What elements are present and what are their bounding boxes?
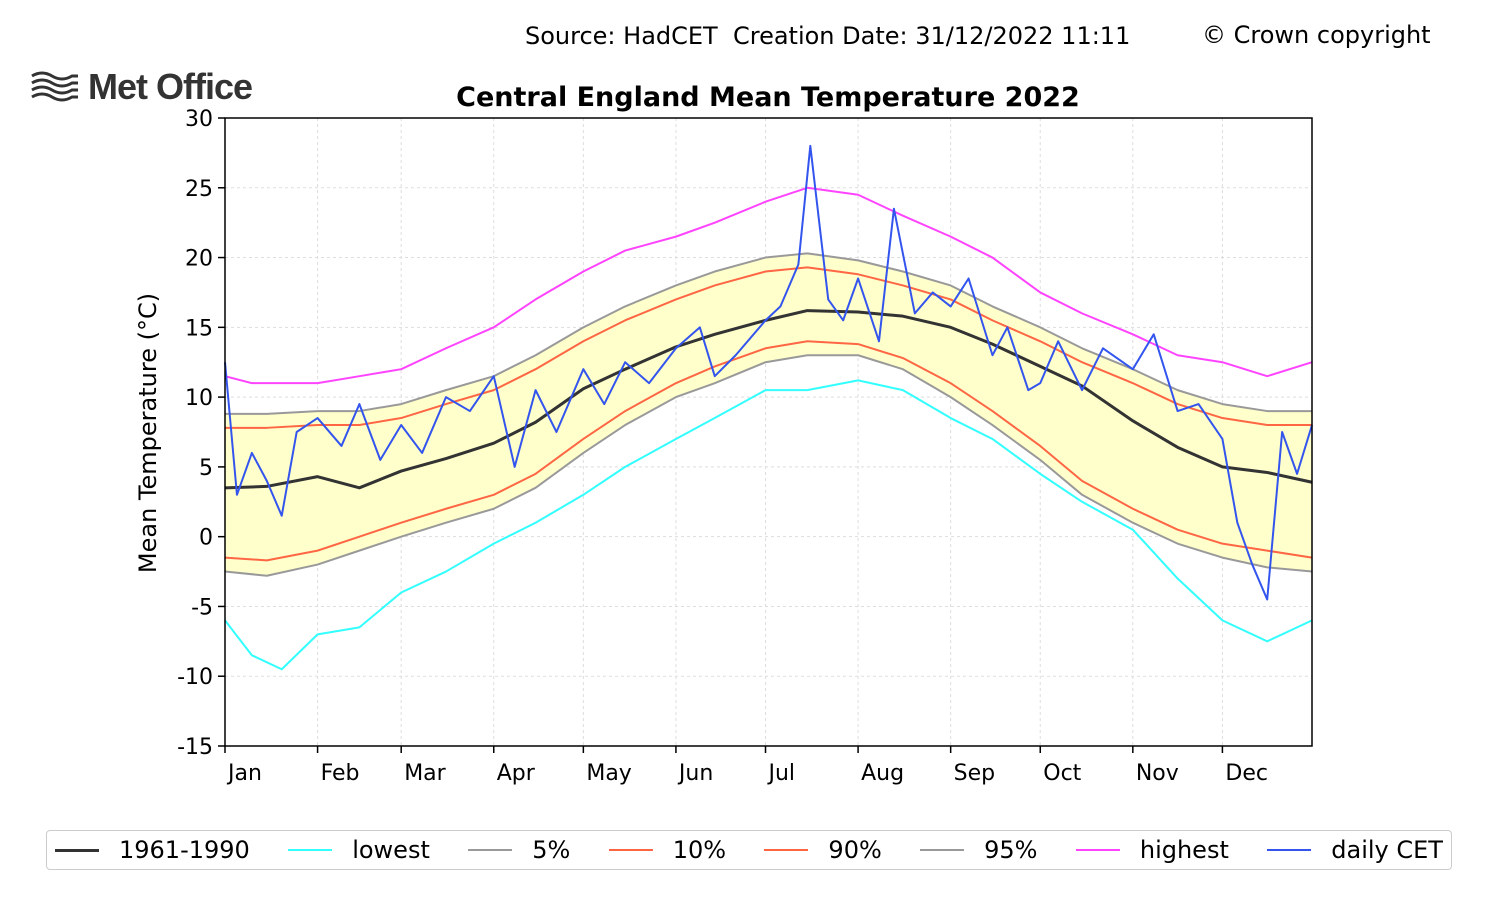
series-line-90-: [225, 266, 1312, 429]
legend-label: lowest: [352, 836, 430, 864]
legend-swatch: [288, 849, 333, 851]
x-tick-label: Nov: [1136, 761, 1179, 786]
legend-label: 10%: [672, 836, 727, 864]
x-tick-label: Apr: [497, 761, 536, 786]
y-tick-label: 30: [185, 107, 213, 132]
met-office-logo: Met Office: [30, 66, 253, 108]
series-line-lowest: [224, 379, 1313, 671]
x-tick-label: Feb: [321, 761, 360, 786]
y-tick-label: 5: [199, 456, 213, 481]
chart-title: Central England Mean Temperature 2022: [456, 82, 1080, 113]
x-tick-label: Sep: [954, 761, 995, 786]
legend-item: 5%: [468, 836, 570, 864]
series-line-highest: [224, 186, 1313, 385]
y-tick-label: 15: [185, 316, 213, 341]
x-tick-label: Jul: [767, 761, 796, 786]
series-layer: [224, 144, 1313, 671]
source-caption: Source: HadCET Creation Date: 31/12/2022…: [525, 22, 1131, 50]
legend-swatch: [608, 849, 653, 851]
y-tick-label: -15: [177, 735, 213, 760]
plot-frame: [224, 117, 1313, 747]
legend-swatch: [1267, 849, 1312, 851]
x-tick-label: Jun: [677, 761, 713, 786]
legend-item: 10%: [608, 836, 727, 864]
legend-item: highest: [1075, 836, 1229, 864]
legend-label: 1961-1990: [119, 836, 250, 864]
y-tick-label: 20: [185, 247, 213, 272]
x-tick-label: Mar: [404, 761, 446, 786]
copyright-caption: © Crown copyright: [1202, 21, 1431, 49]
series-line-5-: [224, 354, 1313, 577]
legend-item: daily CET: [1267, 836, 1443, 864]
y-tick-label: 25: [185, 177, 213, 202]
legend-label: highest: [1139, 836, 1229, 864]
y-tick-label: 0: [199, 526, 213, 551]
legend-swatch: [1075, 849, 1120, 851]
x-tick-label: Aug: [861, 761, 904, 786]
logo-text: Met Office: [88, 66, 253, 107]
legend-item: 90%: [764, 836, 882, 864]
legend-label: 95%: [984, 836, 1038, 864]
x-tick-label: Dec: [1225, 761, 1268, 786]
percentile-band-fill: [225, 253, 1312, 576]
y-tick-label: 10: [185, 386, 213, 411]
legend-swatch: [55, 848, 99, 852]
percentile-band: [225, 253, 1312, 576]
legend-item: lowest: [288, 836, 430, 864]
series-line-daily-cet: [224, 144, 1313, 601]
legend-swatch: [920, 849, 965, 851]
legend-label: daily CET: [1331, 836, 1443, 864]
axis-layer: -15 -10 -5 0 5 10 15 20 25 30 Jan Feb Mar Apr May Jun Ju…: [177, 107, 1268, 786]
x-tick-label: May: [586, 761, 631, 786]
y-axis-label: Mean Temperature (°C): [134, 293, 162, 573]
legend-label: 5%: [532, 836, 571, 864]
x-tick-label: Oct: [1043, 761, 1081, 786]
met-office-wave-icon: [31, 71, 78, 102]
legend-item: 1961-1990: [55, 836, 250, 864]
legend-item: 95%: [920, 836, 1037, 864]
legend-swatch: [468, 849, 513, 851]
y-tick-label: -5: [191, 595, 213, 620]
chart-legend: 1961-1990 lowest 5% 10% 90% 95% highest daily C…: [46, 830, 1452, 870]
series-line-10-: [224, 340, 1313, 562]
x-tick-label: Jan: [226, 761, 262, 786]
y-tick-label: -10: [177, 665, 213, 690]
legend-swatch: [764, 849, 809, 851]
legend-label: 90%: [828, 836, 882, 864]
